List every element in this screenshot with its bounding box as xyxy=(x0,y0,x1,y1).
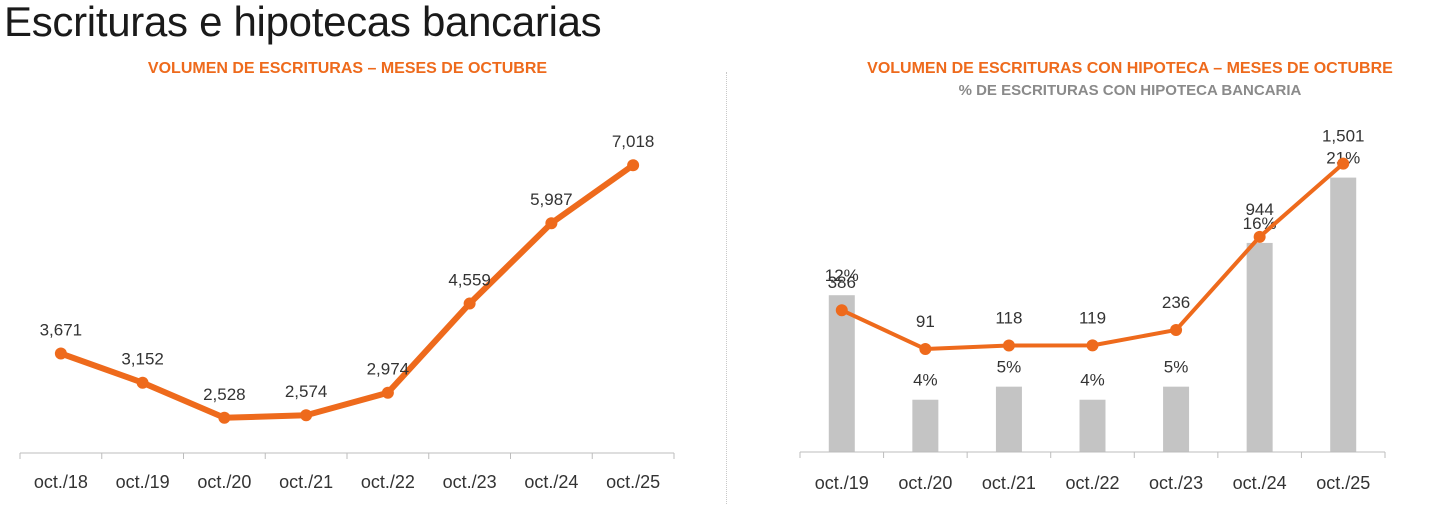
x-tick-label: oct./25 xyxy=(1316,473,1370,493)
bar xyxy=(1163,386,1190,452)
data-label: 3,671 xyxy=(40,321,83,340)
data-point xyxy=(1086,339,1099,352)
x-tick-label: oct./22 xyxy=(361,472,415,492)
data-point xyxy=(1170,323,1183,336)
data-point xyxy=(218,411,231,424)
bar-data-label: 12% xyxy=(825,266,859,285)
x-tick-label: oct./18 xyxy=(34,472,88,492)
bar xyxy=(828,295,855,452)
data-point xyxy=(463,297,476,310)
data-point xyxy=(1337,157,1350,170)
data-label: 3,152 xyxy=(121,350,164,369)
data-label: 5,987 xyxy=(530,190,573,209)
line-data-label: 118 xyxy=(995,308,1022,327)
right-chart-subtitle: % DE ESCRITURAS CON HIPOTECA BANCARIA xyxy=(958,82,1302,99)
bar xyxy=(1330,177,1357,452)
bar xyxy=(1079,399,1106,452)
line-data-label: 944 xyxy=(1245,200,1273,219)
data-point xyxy=(381,386,394,399)
line-data-label: 1,501 xyxy=(1322,127,1365,146)
data-label: 4,559 xyxy=(448,271,491,290)
bar xyxy=(995,386,1022,452)
series-line xyxy=(57,162,637,421)
x-tick-label: oct./21 xyxy=(982,473,1036,493)
page-title: Escrituras e hipotecas bancarias xyxy=(4,0,602,45)
x-tick-label: oct./25 xyxy=(606,472,660,492)
left-line-chart: 3,671 3,152 2,528 2,574 2,974 4,559 5,987 7,018… xyxy=(19,132,675,492)
x-tick-label: oct./20 xyxy=(898,473,952,493)
x-tick-label: oct./19 xyxy=(815,473,869,493)
line-data-label: 119 xyxy=(1079,308,1106,327)
data-point xyxy=(300,409,313,422)
bar-data-label: 4% xyxy=(1080,371,1105,390)
right-chart-title: VOLUMEN DE ESCRITURAS CON HIPOTECA – MES… xyxy=(867,60,1393,77)
line-data-label: 386 xyxy=(828,273,856,292)
data-point xyxy=(627,159,640,172)
data-point xyxy=(54,347,67,360)
x-tick-label: oct./23 xyxy=(443,472,497,492)
bar-data-label: 4% xyxy=(913,371,938,390)
left-chart-title: VOLUMEN DE ESCRITURAS – MESES DE OCTUBRE xyxy=(147,60,548,77)
data-point xyxy=(1253,230,1266,243)
data-label: 2,574 xyxy=(285,382,328,401)
x-tick-label: oct./23 xyxy=(1149,473,1203,493)
x-tick-label: oct./19 xyxy=(116,472,170,492)
data-point xyxy=(545,217,558,230)
data-label: 2,528 xyxy=(203,385,246,404)
line-data-label: 91 xyxy=(916,312,935,331)
x-tick-label: oct./20 xyxy=(197,472,251,492)
chart-divider xyxy=(726,72,727,504)
line-data-label: 236 xyxy=(1162,293,1190,312)
data-point xyxy=(136,376,149,389)
data-point xyxy=(1002,339,1015,352)
x-tick-label: oct./21 xyxy=(279,472,333,492)
bar-data-label: 5% xyxy=(997,358,1022,377)
data-point xyxy=(835,304,848,317)
data-point xyxy=(919,343,932,356)
bar xyxy=(912,399,939,452)
data-label: 7,018 xyxy=(612,132,655,151)
x-tick-label: oct./22 xyxy=(1065,473,1119,493)
x-tick-label: oct./24 xyxy=(524,472,578,492)
bar-data-label: 5% xyxy=(1164,358,1189,377)
bar xyxy=(1246,242,1273,452)
data-label: 2,974 xyxy=(367,360,410,379)
x-tick-label: oct./24 xyxy=(1233,473,1287,493)
